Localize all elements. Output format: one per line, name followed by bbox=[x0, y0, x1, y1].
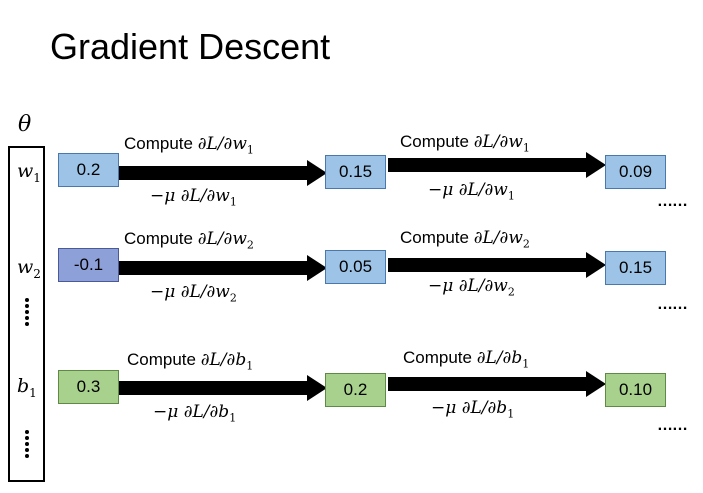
update-arrow bbox=[119, 255, 327, 281]
compute-gradient-label: Compute ∂L/∂w1 bbox=[400, 132, 530, 155]
update-arrow bbox=[119, 375, 327, 401]
update-label: −μ ∂L/∂w2 bbox=[428, 276, 515, 299]
compute-gradient-label: Compute ∂L/∂w1 bbox=[124, 134, 254, 157]
vertical-ellipsis bbox=[24, 298, 30, 326]
compute-gradient-label: Compute ∂L/∂b1 bbox=[127, 350, 254, 373]
compute-gradient-label: Compute ∂L/∂w2 bbox=[400, 228, 530, 251]
value-box-w2-step0: -0.1 bbox=[58, 248, 119, 282]
update-arrow bbox=[388, 371, 606, 397]
compute-gradient-label: Compute ∂L/∂b1 bbox=[403, 348, 530, 371]
value-box-b1-step2: 0.10 bbox=[605, 373, 666, 407]
theta-symbol: θ bbox=[18, 112, 32, 137]
update-label: −μ ∂L/∂b1 bbox=[153, 402, 237, 425]
update-arrow bbox=[119, 160, 327, 186]
value-box-b1-step0: 0.3 bbox=[58, 370, 119, 404]
value-box-w1-step0: 0.2 bbox=[58, 153, 119, 187]
update-arrow bbox=[388, 252, 606, 278]
update-arrow bbox=[388, 152, 606, 178]
update-label: −μ ∂L/∂b1 bbox=[431, 398, 515, 421]
param-b1: b1 bbox=[17, 375, 37, 400]
continuation-ellipsis: …… bbox=[657, 296, 688, 313]
vertical-ellipsis bbox=[24, 430, 30, 458]
value-box-w1-step1: 0.15 bbox=[325, 155, 386, 189]
param-w2: w2 bbox=[17, 256, 41, 281]
page-title: Gradient Descent bbox=[50, 26, 331, 67]
value-box-w2-step1: 0.05 bbox=[325, 250, 386, 284]
update-label: −μ ∂L/∂w2 bbox=[150, 282, 237, 305]
value-box-w1-step2: 0.09 bbox=[605, 155, 666, 189]
continuation-ellipsis: …… bbox=[657, 417, 688, 434]
compute-gradient-label: Compute ∂L/∂w2 bbox=[124, 229, 254, 252]
value-box-b1-step1: 0.2 bbox=[325, 373, 386, 407]
update-label: −μ ∂L/∂w1 bbox=[428, 180, 515, 203]
update-label: −μ ∂L/∂w1 bbox=[150, 186, 237, 209]
continuation-ellipsis: …… bbox=[657, 193, 688, 210]
param-w1: w1 bbox=[17, 160, 41, 185]
value-box-w2-step2: 0.15 bbox=[605, 251, 666, 285]
parameter-vector-bracket bbox=[8, 146, 45, 482]
